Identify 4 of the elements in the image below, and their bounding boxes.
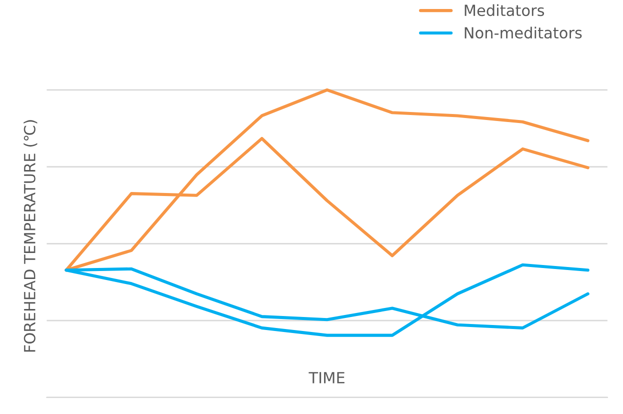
- x-axis-title: TIME: [308, 372, 344, 384]
- legend-label: Non-meditators: [464, 26, 582, 39]
- y-axis-title: FOREHEAD TEMPERATURE (℃): [24, 120, 38, 352]
- legend-label: Meditators: [464, 4, 544, 16]
